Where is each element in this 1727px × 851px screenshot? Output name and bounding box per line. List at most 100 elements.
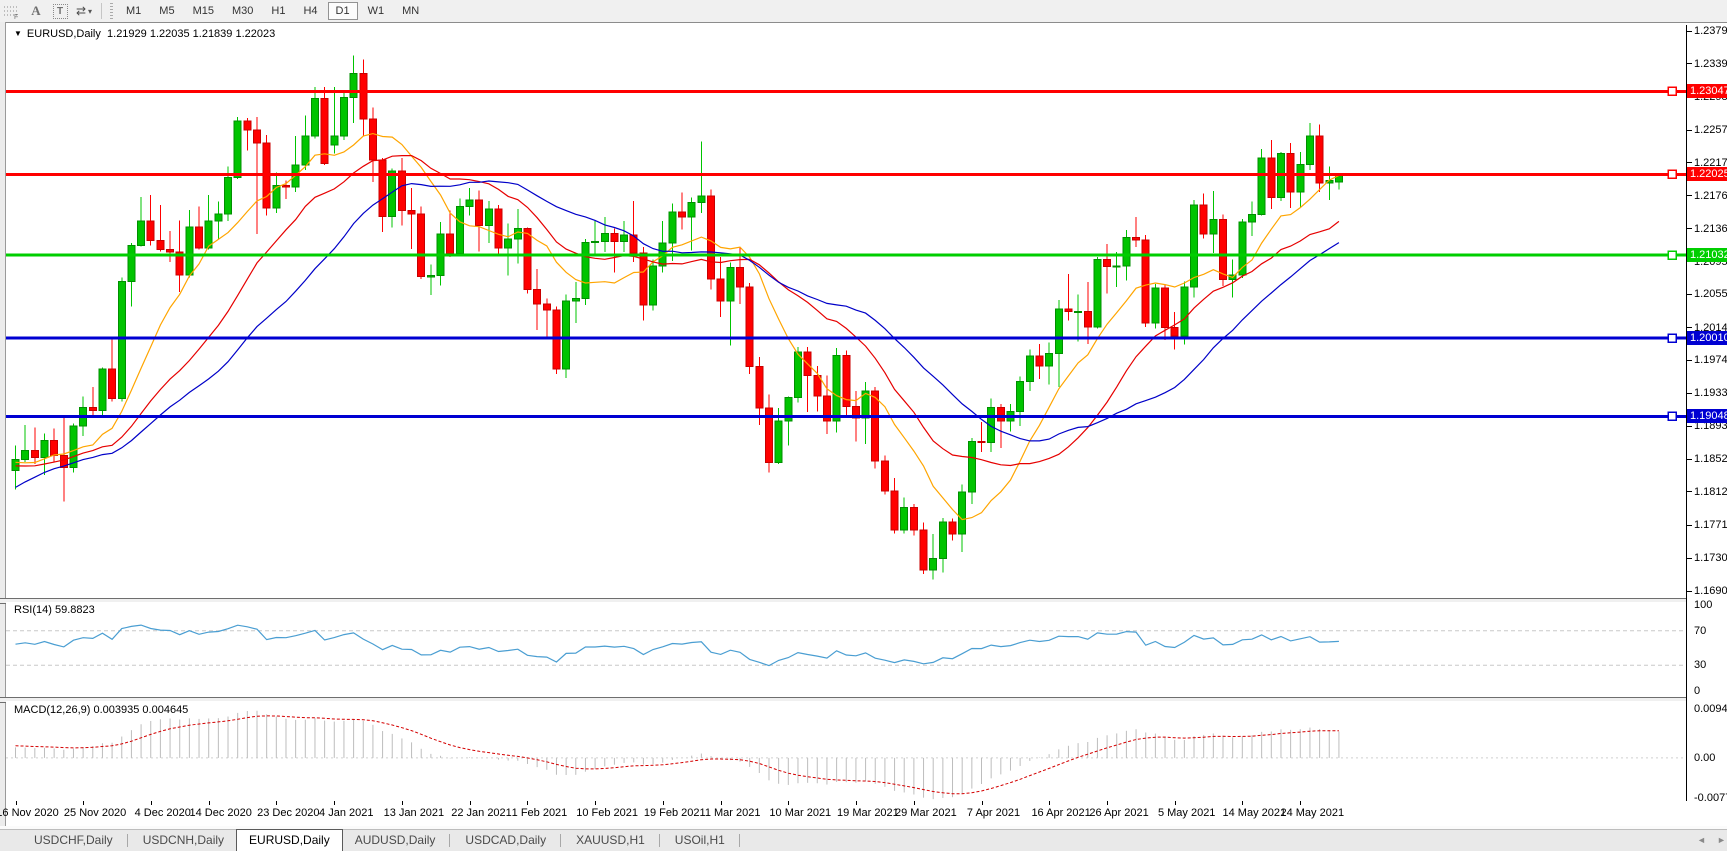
tab-eurusd-daily[interactable]: EURUSD,Daily bbox=[236, 828, 343, 851]
date-tick bbox=[150, 801, 152, 805]
rsi-axis-label: 0 bbox=[1694, 685, 1701, 697]
date-tick bbox=[15, 801, 17, 805]
tab-divider bbox=[658, 834, 661, 847]
tab-divider bbox=[449, 834, 451, 847]
price-badge: 1.22025 bbox=[1687, 167, 1727, 182]
date-label: 10 Feb 2021 bbox=[576, 807, 638, 819]
date-label: 14 Dec 2020 bbox=[189, 807, 252, 819]
price-tick-label: 1.21760 bbox=[1694, 189, 1727, 202]
macd-indicator-label: MACD(12,26,9) 0.003935 0.004645 bbox=[14, 704, 188, 716]
date-tick bbox=[1107, 801, 1109, 805]
macd-name: MACD(12,26,9) bbox=[14, 704, 91, 716]
macd-plot[interactable] bbox=[6, 701, 1686, 801]
tab-scroll-left-icon[interactable]: ◄ bbox=[1697, 835, 1706, 845]
price-tick bbox=[1687, 30, 1692, 32]
rsi-plot[interactable] bbox=[6, 602, 1686, 697]
date-tick bbox=[1049, 801, 1051, 805]
date-label: 25 Nov 2020 bbox=[63, 807, 127, 819]
window-top-border bbox=[0, 22, 1727, 25]
rsi-axis-label: 30 bbox=[1694, 659, 1707, 672]
svg-text:F: F bbox=[14, 14, 18, 19]
price-tick-label: 1.19740 bbox=[1694, 354, 1727, 367]
date-tick bbox=[788, 801, 790, 805]
timeframe-button-M5[interactable]: M5 bbox=[159, 5, 175, 17]
price-tick-label: 1.23390 bbox=[1694, 57, 1727, 70]
date-label: 19 Feb 2021 bbox=[643, 807, 706, 819]
price-tick-label: 1.16900 bbox=[1694, 585, 1727, 597]
timeframe-button-W1[interactable]: W1 bbox=[367, 5, 385, 17]
price-badge: 1.23047 bbox=[1687, 84, 1727, 99]
price-tick bbox=[1687, 162, 1692, 164]
timeframe-button-M30[interactable]: M30 bbox=[231, 5, 254, 17]
price-tick-label: 1.19330 bbox=[1694, 387, 1727, 400]
price-tick-label: 1.18520 bbox=[1694, 453, 1727, 466]
rsi-axis-label: 70 bbox=[1694, 624, 1707, 637]
timeframe-button-H4[interactable]: H4 bbox=[303, 5, 318, 17]
date-tick bbox=[1300, 801, 1302, 805]
text-box-tool-button[interactable]: T bbox=[48, 1, 72, 21]
price-tick-label: 1.22170 bbox=[1694, 156, 1727, 169]
date-tick bbox=[595, 801, 597, 805]
text-box-icon: T bbox=[52, 3, 68, 19]
candlestick-plot[interactable] bbox=[6, 25, 1686, 598]
macd-axis-label: 0.00 bbox=[1694, 751, 1716, 764]
price-tick-label: 1.21360 bbox=[1694, 222, 1727, 235]
price-tick bbox=[1687, 491, 1692, 493]
price-tick bbox=[1687, 293, 1692, 295]
tab-usdchf-daily[interactable]: USDCHF,Daily bbox=[34, 832, 113, 847]
price-axis[interactable]: 1.237901.233901.229801.225701.221701.217… bbox=[1686, 25, 1727, 804]
price-badge: 1.20010 bbox=[1687, 331, 1727, 346]
date-tick bbox=[83, 801, 85, 805]
price-tick-label: 1.17300 bbox=[1694, 552, 1727, 565]
timeframe-button-H1[interactable]: H1 bbox=[271, 5, 286, 17]
price-tick-label: 1.20550 bbox=[1694, 288, 1727, 301]
date-label: 14 May 2021 bbox=[1222, 807, 1287, 819]
tab-scroll-right-icon[interactable]: ► bbox=[1717, 835, 1726, 845]
fibonacci-retracement-icon[interactable]: F bbox=[0, 1, 24, 21]
date-tick bbox=[276, 801, 278, 805]
price-tick bbox=[1687, 129, 1692, 131]
date-tick bbox=[720, 801, 722, 805]
text-label-icon: A bbox=[31, 3, 41, 18]
chart-title: ▼ EURUSD,Daily 1.21929 1.22035 1.21839 1.… bbox=[14, 28, 275, 40]
price-tick bbox=[1687, 359, 1692, 361]
date-tick bbox=[401, 801, 403, 805]
date-label: 19 Mar 2021 bbox=[837, 807, 899, 819]
price-tick bbox=[1687, 524, 1692, 526]
price-tick bbox=[1687, 195, 1692, 197]
tab-usdcad-daily[interactable]: USDCAD,Daily bbox=[465, 832, 547, 847]
rsi-value: 59.8823 bbox=[54, 604, 95, 616]
macd-values: 0.003935 0.004645 bbox=[93, 704, 189, 716]
arrow-objects-button[interactable]: ⇄ ▾ bbox=[72, 1, 96, 21]
price-tick bbox=[1687, 425, 1692, 427]
window-left-frame bbox=[0, 22, 6, 851]
tab-usdcnh-daily[interactable]: USDCNH,Daily bbox=[142, 832, 225, 847]
arrows-icon: ⇄ bbox=[75, 4, 87, 18]
date-label: 4 Dec 2020 bbox=[134, 807, 191, 819]
price-tick bbox=[1687, 590, 1692, 592]
date-label: 1 Mar 2021 bbox=[704, 807, 761, 819]
timeframe-button-D1[interactable]: D1 bbox=[327, 2, 358, 20]
date-label: 29 Mar 2021 bbox=[894, 807, 957, 819]
date-tick bbox=[208, 801, 210, 805]
date-tick bbox=[469, 801, 471, 805]
date-tick bbox=[1242, 801, 1244, 805]
timeframe-button-MN[interactable]: MN bbox=[402, 5, 420, 17]
timeframe-button-M1[interactable]: M1 bbox=[126, 5, 142, 17]
timeframe-button-M15[interactable]: M15 bbox=[192, 5, 214, 17]
fibonacci-icon: F bbox=[4, 6, 18, 19]
collapse-icon[interactable]: ▼ bbox=[14, 29, 22, 38]
date-label: 4 Jan 2021 bbox=[319, 807, 374, 819]
text-label-tool-button[interactable]: A bbox=[24, 1, 48, 21]
macd-axis-label: 0.009478 bbox=[1694, 703, 1727, 715]
date-tick bbox=[527, 801, 529, 805]
tab-audusd-daily[interactable]: AUDUSD,Daily bbox=[354, 832, 436, 847]
tab-usoil-h1[interactable]: USOil,H1 bbox=[674, 832, 725, 847]
price-tick-label: 1.23790 bbox=[1694, 25, 1727, 37]
tab-xauusd-h1[interactable]: XAUUSD,H1 bbox=[576, 832, 645, 847]
date-label: 1 Feb 2021 bbox=[511, 807, 568, 819]
date-axis: 16 Nov 2020 25 Nov 2020 4 Dec 2020 14 Dec 2… bbox=[0, 801, 1686, 826]
date-tick bbox=[855, 801, 857, 805]
price-badge: 1.21032 bbox=[1687, 248, 1727, 263]
